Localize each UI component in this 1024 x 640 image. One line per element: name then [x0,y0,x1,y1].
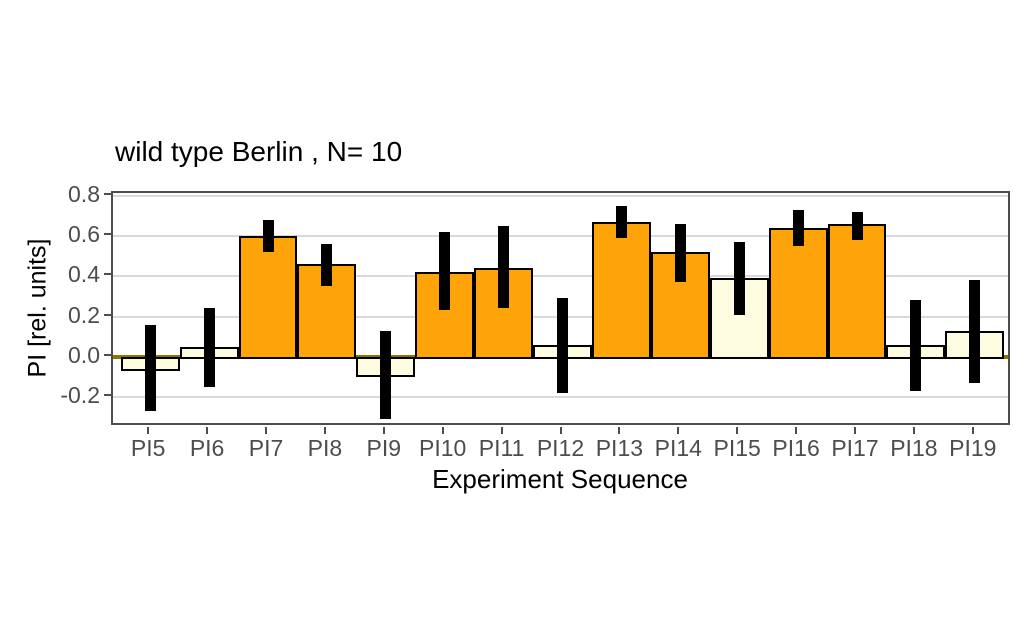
error-bar-PI15 [733,242,745,315]
x-tick-mark [206,427,209,434]
error-bar-PI17 [851,212,863,241]
x-tick-mark [618,427,621,434]
x-tick-label-PI13: PI13 [595,435,644,461]
x-tick-label-PI10: PI10 [419,435,467,461]
x-tick-mark [500,427,503,434]
x-tick-mark [441,427,444,434]
bar-PI15 [709,278,769,359]
x-tick-label-PI6: PI6 [189,435,225,461]
x-tick-label-PI8: PI8 [307,435,343,461]
gridline-y-0.8 [113,195,1008,197]
error-bar-PI19 [969,280,981,383]
y-tick-mark [104,233,111,236]
x-tick-mark [912,427,915,434]
bar-PI16 [768,228,828,359]
gridline-y-0.6 [113,235,1008,238]
error-bar-PI13 [615,206,627,239]
error-bar-PI6 [203,308,215,387]
x-tick-mark [265,427,267,434]
y-tick-label-0.4: 0.4 [68,261,100,288]
x-tick-label-PI5: PI5 [130,435,166,461]
x-tick-label-PI16: PI16 [772,435,820,461]
x-tick-mark [736,427,739,434]
x-tick-label-PI18: PI18 [890,435,938,461]
y-tick-label-0.6: 0.6 [68,221,100,248]
x-tick-mark [795,427,798,434]
bar-PI7 [238,236,298,359]
x-tick-label-PI7: PI7 [248,435,284,461]
bar-PI17 [827,224,887,359]
x-tick-label-PI17: PI17 [831,435,879,461]
error-bar-PI14 [674,224,686,283]
plot-panel [111,191,1010,425]
error-bar-PI7 [262,220,274,253]
x-tick-mark [382,427,385,434]
y-tick-label-0: 0.0 [68,341,100,368]
y-tick-mark [104,353,111,356]
y-tick-label-0.2: 0.2 [68,301,100,328]
bar-PI13 [591,222,651,359]
x-tick-label-PI14: PI14 [654,435,702,461]
x-tick-label-PI15: PI15 [713,435,761,461]
y-axis-title: PI [rel. units] [23,238,52,378]
x-tick-mark [971,427,974,434]
x-tick-mark [854,427,856,434]
x-tick-mark [323,427,326,434]
x-tick-label-PI12: PI12 [536,435,585,461]
error-bar-PI11 [498,226,510,309]
error-bar-PI10 [439,232,451,311]
y-tick-mark [104,393,111,396]
error-bar-PI18 [910,300,922,391]
x-tick-mark [147,427,150,434]
gridline-y-0.4 [113,275,1008,278]
y-tick-label--0.2: -0.2 [60,381,100,408]
x-tick-mark [559,427,562,434]
gridline-y--0.2 [113,395,1008,398]
x-tick-mark [677,427,680,434]
x-tick-label-PI9: PI9 [366,435,402,461]
y-tick-label-0.8: 0.8 [68,181,100,207]
error-bar-PI9 [380,330,392,419]
y-tick-mark [104,273,111,276]
x-axis-title: Experiment Sequence [432,464,688,494]
error-bar-PI5 [144,324,156,411]
error-bar-PI12 [557,298,568,393]
y-tick-mark [104,313,111,316]
error-bar-PI8 [321,244,333,287]
y-tick-mark [104,193,111,195]
x-tick-label-PI19: PI19 [949,435,997,461]
chart-title: wild type Berlin , N= 10 [115,136,403,167]
x-tick-label-PI11: PI11 [478,435,525,461]
error-bar-PI16 [792,210,804,247]
